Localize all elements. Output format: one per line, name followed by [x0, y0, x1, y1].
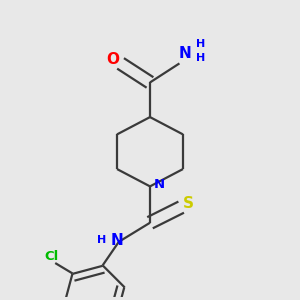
Text: O: O — [106, 52, 119, 67]
Text: H: H — [97, 235, 106, 245]
Text: N: N — [111, 232, 124, 247]
Text: S: S — [183, 196, 194, 211]
Text: Cl: Cl — [44, 250, 58, 263]
Text: N: N — [178, 46, 191, 61]
Text: N: N — [154, 178, 165, 191]
Text: H: H — [196, 53, 205, 63]
Text: H: H — [196, 39, 205, 49]
